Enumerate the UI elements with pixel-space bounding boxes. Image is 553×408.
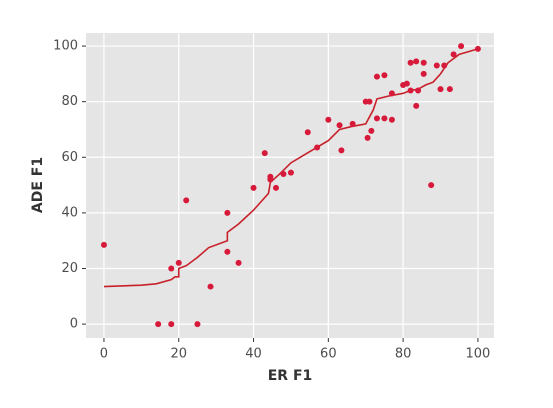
point — [235, 259, 242, 266]
point — [368, 127, 375, 134]
point — [437, 86, 444, 93]
point — [175, 259, 182, 266]
point — [474, 45, 481, 52]
point — [388, 90, 395, 97]
point — [364, 134, 371, 141]
point — [366, 98, 373, 105]
y-tick-label: 100 — [53, 39, 78, 54]
point — [338, 147, 345, 154]
point — [168, 265, 175, 272]
point — [415, 87, 422, 94]
point — [413, 58, 420, 65]
point — [272, 184, 279, 191]
y-tick-label: 0 — [70, 317, 78, 332]
x-tick-label: 60 — [320, 347, 337, 362]
point — [420, 59, 427, 66]
point — [441, 62, 448, 69]
point — [388, 116, 395, 123]
point — [224, 209, 231, 216]
point — [381, 72, 388, 79]
point — [314, 144, 321, 151]
point — [224, 248, 231, 255]
point — [407, 87, 414, 94]
x-tick-label: 0 — [100, 347, 108, 362]
point — [420, 70, 427, 77]
point — [250, 184, 257, 191]
point — [267, 176, 274, 183]
point — [325, 116, 332, 123]
point — [446, 86, 453, 93]
point — [450, 51, 457, 58]
point — [373, 115, 380, 122]
y-tick-label: 40 — [61, 205, 78, 220]
y-tick-label: 60 — [61, 150, 78, 165]
point — [287, 169, 294, 176]
y-tick-label: 20 — [61, 261, 78, 276]
point — [261, 150, 268, 157]
point — [373, 73, 380, 80]
point — [304, 129, 311, 136]
point — [381, 115, 388, 122]
y-tick-label: 80 — [61, 94, 78, 109]
point — [407, 59, 414, 66]
point — [155, 321, 162, 328]
point — [100, 241, 107, 248]
point — [428, 182, 435, 189]
x-axis-title: ER F1 — [268, 368, 313, 384]
point — [207, 283, 214, 290]
point — [194, 321, 201, 328]
point — [280, 170, 287, 177]
y-axis-title: ADE F1 — [30, 157, 46, 213]
x-tick-label: 40 — [245, 347, 262, 362]
point — [336, 122, 343, 129]
panel — [86, 33, 494, 338]
x-tick-label: 80 — [395, 347, 412, 362]
point — [168, 321, 175, 328]
point — [413, 102, 420, 109]
point — [433, 62, 440, 69]
x-tick-label: 100 — [466, 347, 491, 362]
point — [349, 120, 356, 127]
point — [458, 43, 465, 50]
point — [403, 80, 410, 87]
x-tick-label: 20 — [170, 347, 187, 362]
point — [183, 197, 190, 204]
